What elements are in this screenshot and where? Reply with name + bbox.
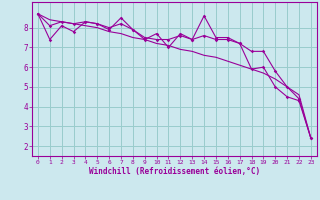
X-axis label: Windchill (Refroidissement éolien,°C): Windchill (Refroidissement éolien,°C) bbox=[89, 167, 260, 176]
